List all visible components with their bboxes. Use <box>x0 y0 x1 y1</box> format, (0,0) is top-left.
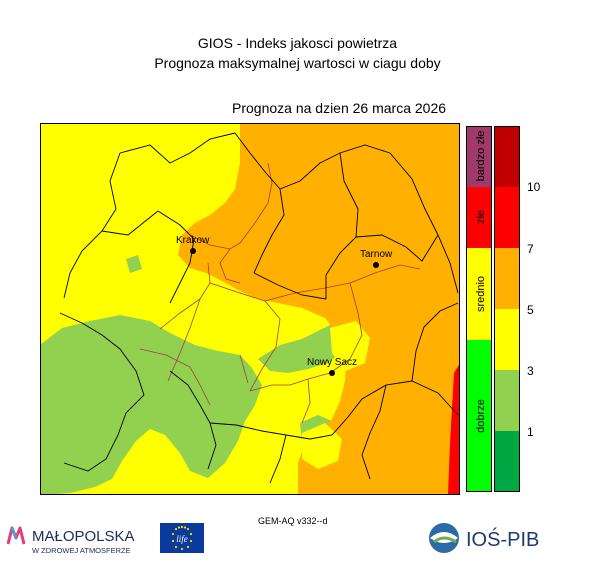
malopolska-logo-subtext: W ZDROWEJ ATMOSFERZE <box>32 546 131 555</box>
zone-orange <box>178 123 460 495</box>
zone-red <box>448 363 460 495</box>
legend-label-good: dobrze <box>475 399 487 433</box>
zone-yellow <box>330 321 370 371</box>
scale-frame <box>494 126 520 492</box>
legend-frame <box>466 126 492 492</box>
air-quality-map: Krakow Tarnow Nowy Sacz <box>40 123 460 495</box>
scale-band-1-3 <box>494 370 520 431</box>
scale-tick-label: 1 <box>527 425 534 439</box>
model-version: GEM-AQ v332--d <box>258 516 328 526</box>
ios-pib-logo-mark-leaf <box>433 536 457 544</box>
map-title: GIOS - Indeks jakosci powietrza <box>197 35 398 51</box>
ios-pib-logo: IOŚ-PIB <box>429 523 539 553</box>
legend-band-good <box>466 340 492 492</box>
legend-band-bad <box>466 187 492 248</box>
county-borders <box>59 132 459 484</box>
city-marker-krakow: Krakow <box>176 235 210 254</box>
legend-band-very-bad <box>466 126 492 187</box>
scale-band-7-10 <box>494 187 520 248</box>
map-frame <box>40 123 460 495</box>
scale-band-5-7 <box>494 248 520 309</box>
map-subtitle: Prognoza maksymalnej wartosci w ciagu do… <box>154 55 441 71</box>
eu-stars <box>171 525 193 551</box>
malopolska-logo-mark-accent <box>10 527 18 539</box>
zone-green <box>40 315 262 495</box>
city-marker-nowy-sacz: Nowy Sacz <box>307 357 357 376</box>
zone-green <box>126 255 142 273</box>
zone-green <box>258 321 350 373</box>
city-label-krakow: Krakow <box>176 235 210 246</box>
scale-tick-label: 10 <box>527 180 541 194</box>
scale-tick-label: 5 <box>527 303 534 317</box>
district-borders <box>139 162 421 424</box>
scale-band-10-plus <box>494 126 520 187</box>
index-value-scale <box>494 126 520 492</box>
life-text: life <box>176 534 188 544</box>
legend-label-bad: złe <box>475 210 487 224</box>
index-category-legend: bardzo złe złe srednio dobrze <box>466 126 492 492</box>
city-marker-tarnow: Tarnow <box>360 249 393 268</box>
malopolska-logo-text: MAŁOPOLSKA <box>32 528 135 545</box>
scale-band-3-5 <box>494 309 520 370</box>
scale-band-0-1 <box>494 431 520 492</box>
legend-band-moderate <box>466 248 492 340</box>
legend-label-moderate: srednio <box>475 276 487 312</box>
city-label-tarnow: Tarnow <box>360 249 393 260</box>
eu-life-logo: life <box>160 523 204 553</box>
legend-label-very-bad: bardzo złe <box>475 131 487 182</box>
malopolska-logo: MAŁOPOLSKA W ZDROWEJ ATMOSFERZE <box>6 526 135 555</box>
city-label-nowy-sacz: Nowy Sacz <box>307 357 357 368</box>
forecast-date: Prognoza na dzien 26 marca 2026 <box>232 100 447 116</box>
ios-pib-logo-text: IOŚ-PIB <box>466 527 539 551</box>
scale-tick-label: 3 <box>527 364 534 378</box>
scale-tick-label: 7 <box>527 242 534 256</box>
